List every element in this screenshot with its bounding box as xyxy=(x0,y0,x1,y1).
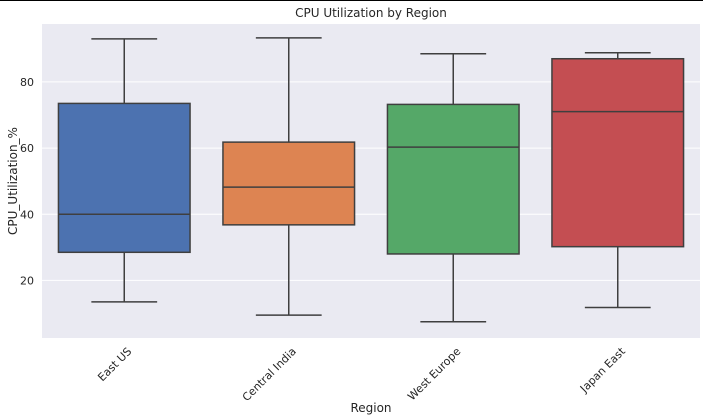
box-central-india xyxy=(222,37,356,316)
x-tick-label-west-europe: West Europe xyxy=(405,345,463,403)
y-tick-label-80: 80 xyxy=(20,76,34,89)
y-tick-labels: 20 40 60 80 xyxy=(20,76,34,288)
box-japan-east xyxy=(551,52,685,309)
y-tick-label-40: 40 xyxy=(20,208,34,221)
x-tick-label-central-india: Central India xyxy=(240,345,299,404)
y-axis-label: CPU_Utilization_% xyxy=(6,127,20,235)
x-tick-label-east-us: East US xyxy=(95,345,134,384)
x-axis-label: Region xyxy=(350,401,391,415)
x-tick-label-japan-east: Japan East xyxy=(577,344,628,395)
top-border-line xyxy=(0,0,703,1)
x-tick-labels: East US Central India West Europe Japan Eas… xyxy=(95,344,628,404)
y-tick-label-20: 20 xyxy=(20,274,34,287)
chart-title: CPU Utilization by Region xyxy=(295,6,447,20)
y-tick-label-60: 60 xyxy=(20,142,34,155)
iqr-box-japan-east xyxy=(551,57,685,248)
box-series xyxy=(57,37,685,323)
box-east-us xyxy=(57,38,191,303)
iqr-box-central-india xyxy=(222,141,356,226)
iqr-box-east-us xyxy=(57,102,191,254)
iqr-box-west-europe xyxy=(386,103,520,255)
box-west-europe xyxy=(386,53,520,323)
